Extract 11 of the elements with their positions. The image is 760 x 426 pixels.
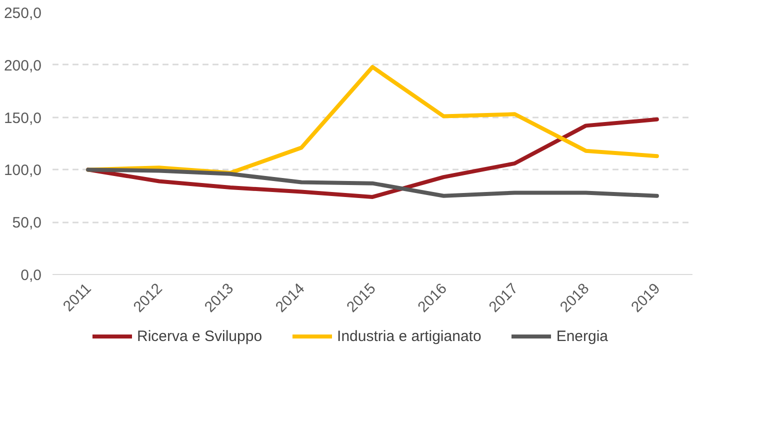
y-tick-label: 200,0: [4, 57, 42, 74]
y-tick-label: 100,0: [4, 162, 42, 180]
y-tick-label: 250,0: [4, 5, 42, 22]
legend-label: Energia: [556, 328, 608, 344]
y-tick-label: 150,0: [4, 110, 42, 127]
line-series: [86, 117, 659, 199]
legend-label: Industria e artigianato: [337, 328, 482, 344]
y-tick-label: 50,0: [12, 214, 42, 232]
y-tick-label: 0,0: [20, 267, 42, 284]
legend-label: Ricerva e Sviluppo: [136, 328, 262, 344]
line-series: [86, 168, 659, 198]
